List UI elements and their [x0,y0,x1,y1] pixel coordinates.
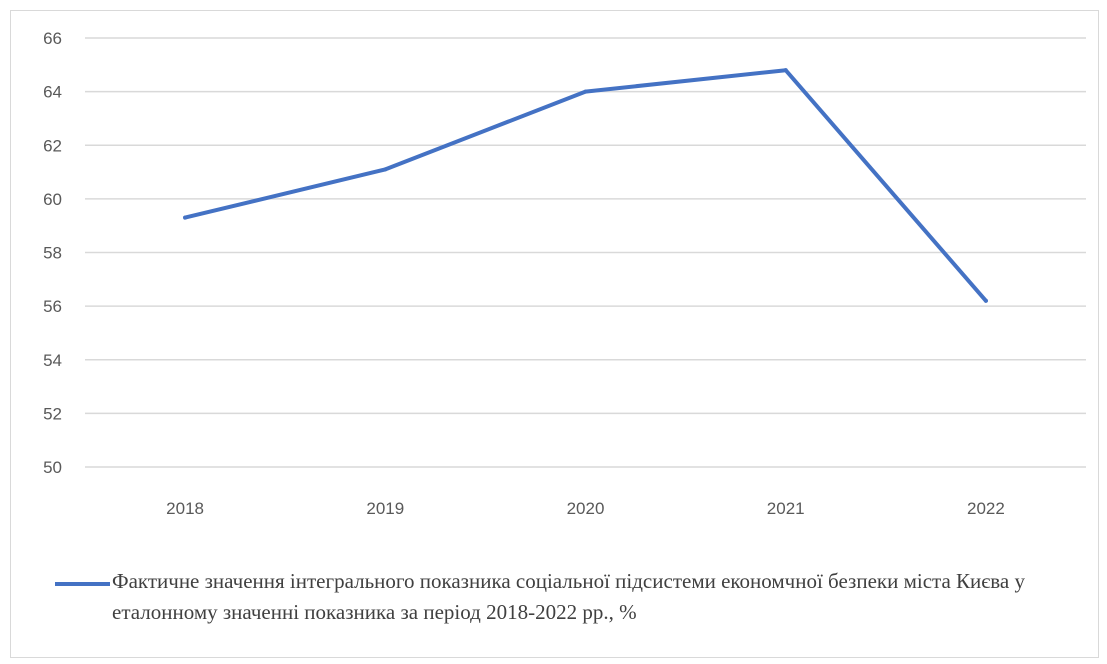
y-axis-tick-labels: 50 52 54 56 58 60 62 64 66 [43,29,62,477]
x-tick-label: 2021 [767,499,805,518]
data-point [583,89,588,94]
legend-line-swatch [55,582,110,586]
data-point [383,167,388,172]
series-line-0 [183,68,988,303]
y-tick-label: 60 [43,190,62,209]
x-tick-label: 2019 [366,499,404,518]
legend: Фактичне значення інтегрального показник… [55,566,1055,628]
y-tick-label: 56 [43,297,62,316]
data-point [783,68,788,73]
data-point [983,298,988,303]
chart-frame [10,10,1099,658]
gridlines [85,37,1086,468]
legend-label: Фактичне значення інтегрального показник… [112,569,1026,624]
y-tick-label: 54 [43,351,62,370]
y-tick-label: 62 [43,136,62,155]
data-point [183,215,188,220]
y-tick-label: 66 [43,29,62,48]
x-tick-label: 2018 [166,499,204,518]
series-lines [183,68,988,303]
y-tick-label: 58 [43,244,62,263]
y-tick-label: 64 [43,83,62,102]
y-tick-label: 52 [43,404,62,423]
x-tick-label: 2020 [567,499,605,518]
x-axis-tick-labels: 2018 2019 2020 2021 2022 [166,499,1005,518]
x-tick-label: 2022 [967,499,1005,518]
y-tick-label: 50 [43,458,62,477]
